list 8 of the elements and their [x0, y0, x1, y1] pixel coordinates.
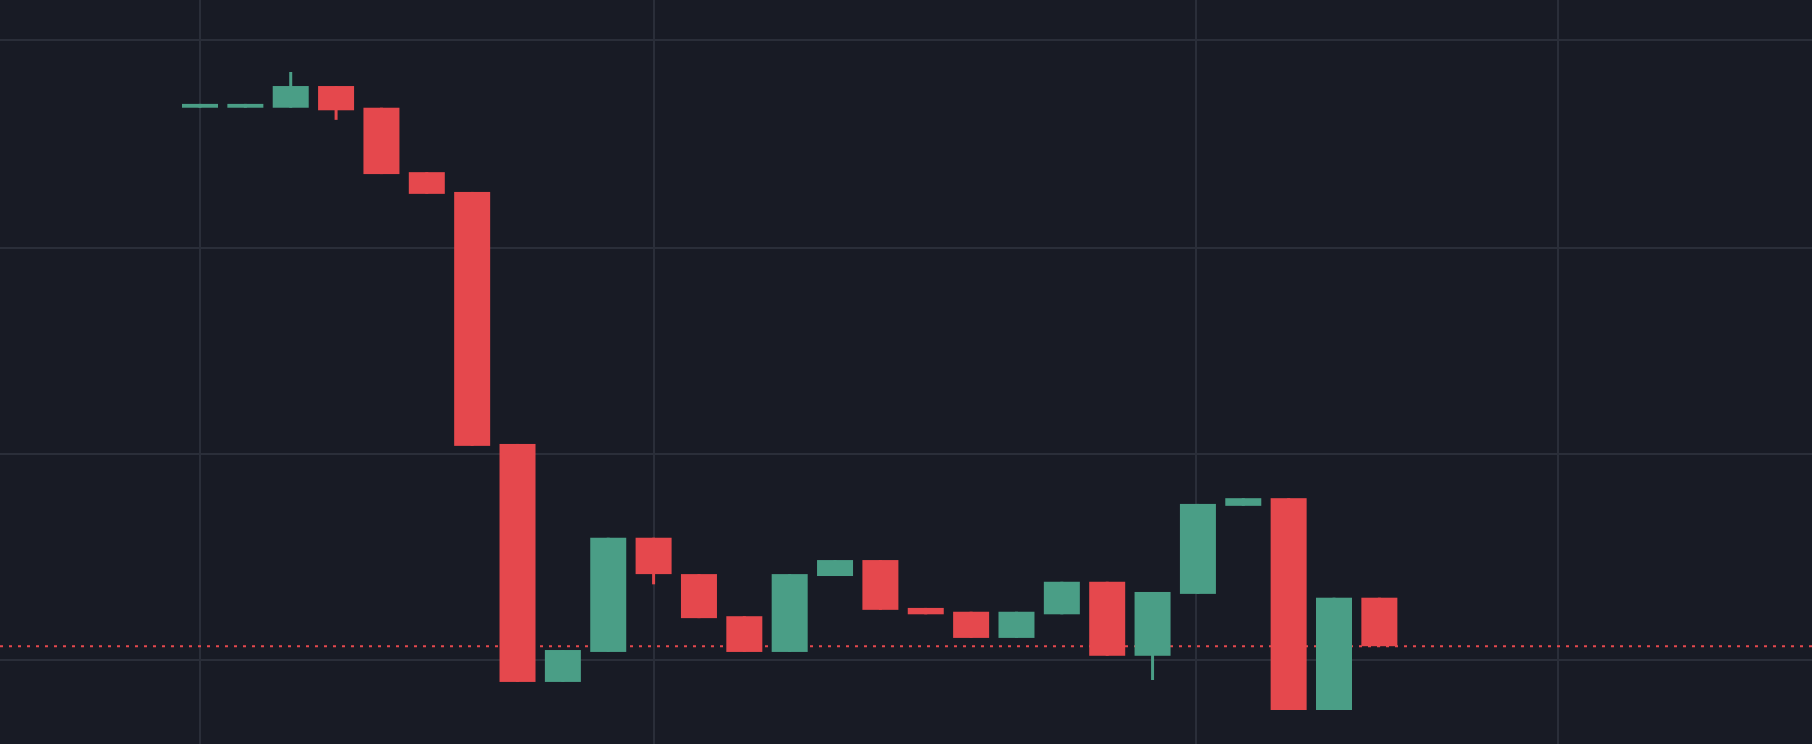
candlestick	[272, 70, 309, 110]
candlestick	[998, 610, 1035, 640]
candlestick	[635, 536, 672, 586]
candlestick	[544, 648, 581, 684]
candlestick	[953, 610, 990, 640]
candlestick	[408, 170, 445, 196]
candlestick	[318, 84, 355, 122]
candlestick	[680, 572, 717, 620]
